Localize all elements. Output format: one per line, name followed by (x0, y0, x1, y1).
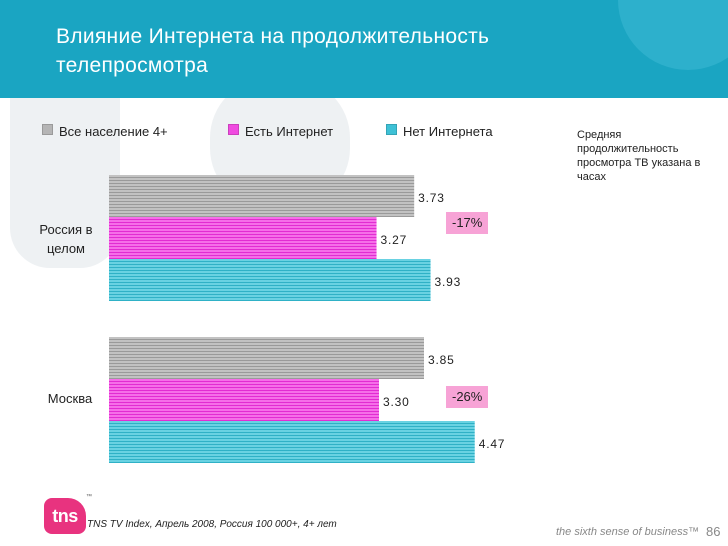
bar-russia-all (109, 175, 415, 217)
value-label-russia-internet: 3.27 (381, 233, 408, 247)
legend-item-all: Все население 4+ (42, 124, 168, 139)
annotation-badge-russia: -17% (446, 212, 489, 234)
category-label-moscow: Москва (47, 391, 93, 406)
legend-swatch-no-internet (386, 124, 397, 135)
bar-moscow-no-internet (109, 421, 475, 463)
bar-russia-no-internet (109, 259, 431, 301)
bar-moscow-internet (109, 379, 379, 421)
page-number: 86 (706, 524, 721, 539)
legend-swatch-all (42, 124, 53, 135)
bar-russia-internet (109, 217, 377, 259)
value-label-moscow-internet: 3.30 (383, 395, 410, 409)
chart-note: Средняя продолжительность просмотра ТВ у… (577, 129, 701, 183)
header-band: Влияние Интернета на продолжительность т… (0, 0, 728, 98)
annotation-badge-moscow: -26% (446, 386, 489, 408)
legend-label-all: Все население 4+ (59, 124, 168, 139)
legend-item-internet: Есть Интернет (228, 124, 333, 139)
tns-logo: tns (44, 498, 86, 534)
legend-swatch-internet (228, 124, 239, 135)
page-title: Влияние Интернета на продолжительность т… (56, 25, 490, 77)
value-label-moscow-no-internet: 4.47 (479, 437, 506, 451)
category-label-russia: Россия в целом (39, 222, 93, 256)
legend-label-internet: Есть Интернет (245, 124, 334, 139)
value-label-russia-all: 3.73 (418, 191, 445, 205)
legend-label-no-internet: Нет Интернета (403, 124, 493, 139)
value-label-russia-no-internet: 3.93 (435, 275, 462, 289)
logo-trademark: ™ (86, 494, 92, 500)
tagline: the sixth sense of business™ (556, 526, 700, 538)
legend-item-no-internet: Нет Интернета (386, 124, 493, 139)
value-label-moscow-all: 3.85 (428, 353, 455, 367)
bar-moscow-all (109, 337, 424, 379)
source-note: TNS TV Index, Апрель 2008, Россия 100 00… (87, 519, 337, 530)
